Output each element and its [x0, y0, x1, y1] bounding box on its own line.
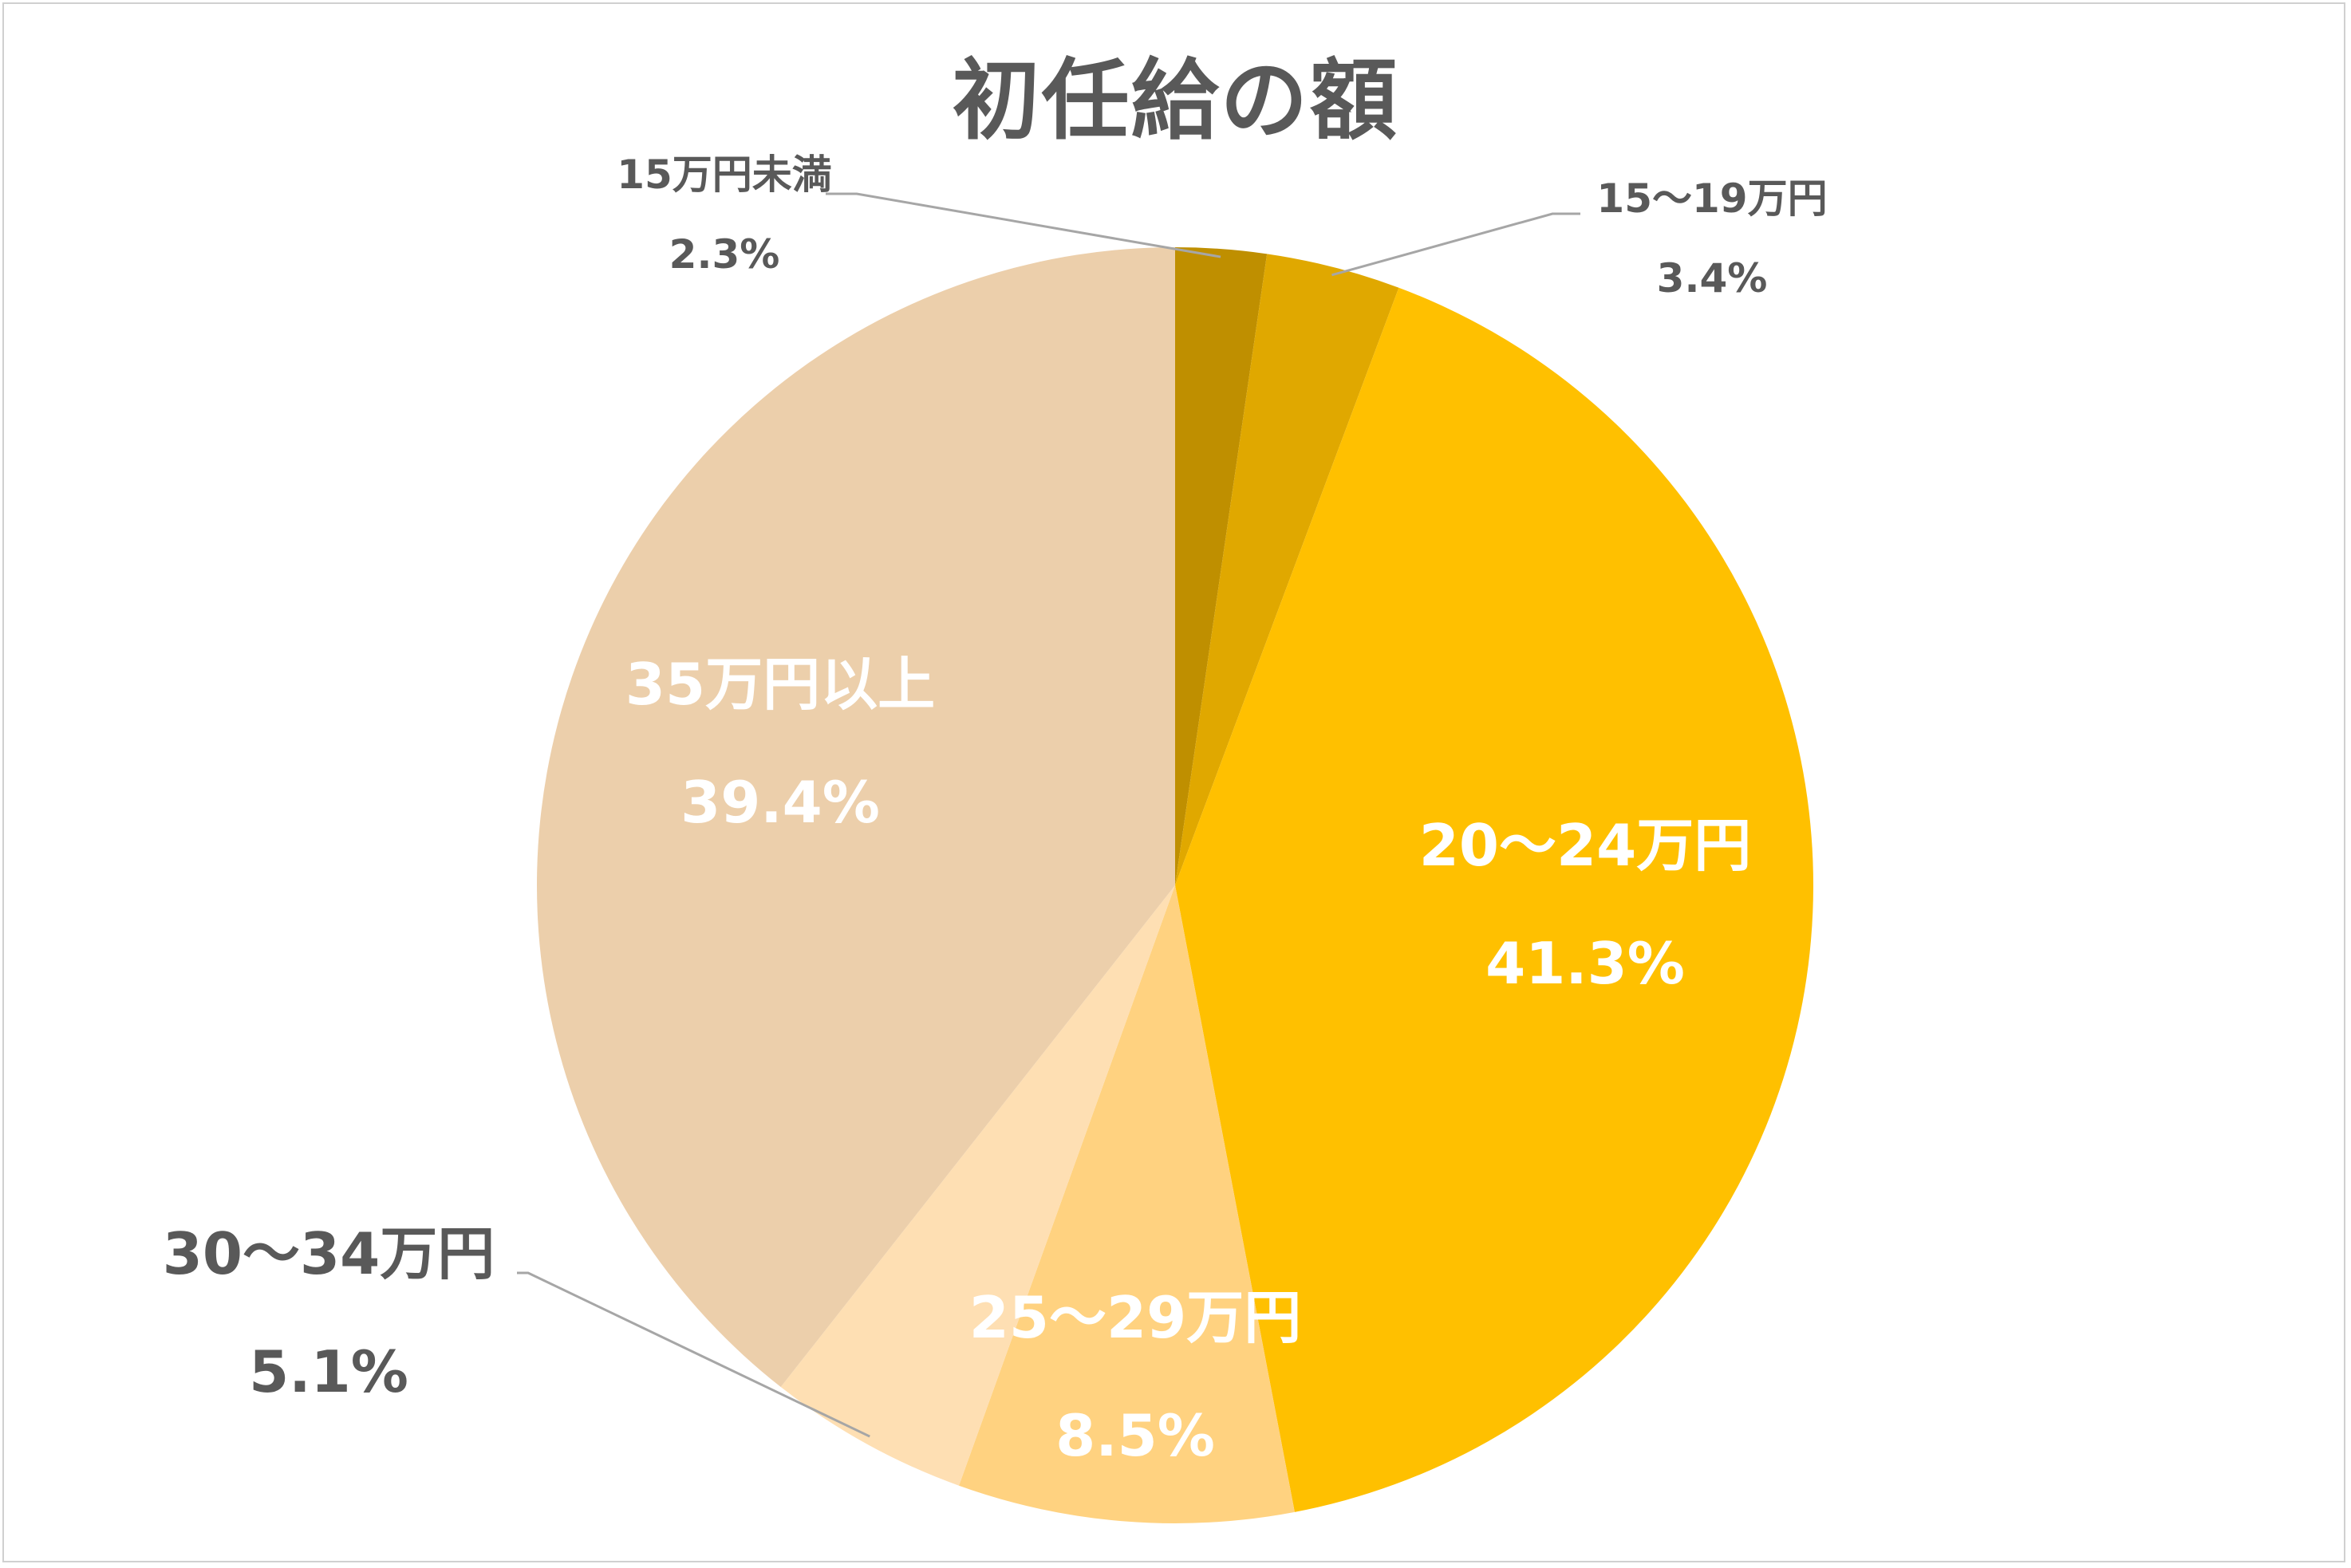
pie-slice-3: [959, 885, 1295, 1523]
chart-title: 初任給の額: [952, 49, 1399, 152]
slice-label-2: 20〜24万円 41.3%: [1419, 817, 1751, 992]
slice-percent-2: 41.3%: [1485, 930, 1685, 997]
leader-line-1: [1331, 212, 1580, 277]
slice-label-5: 35万円以上 39.4%: [625, 656, 935, 831]
slice-category-0: 15万円未満: [617, 152, 832, 198]
slice-category-3: 25〜29万円: [968, 1284, 1302, 1351]
slice-label-3: 25〜29万円 8.5%: [969, 1289, 1301, 1464]
pie-slice-1: [1175, 254, 1399, 885]
slice-percent-4: 5.1%: [249, 1338, 408, 1405]
leader-lines: [517, 192, 1580, 1438]
slice-label-1: 15〜19万円 3.4%: [1596, 179, 1827, 298]
slice-category-1: 15〜19万円: [1596, 175, 1828, 222]
slice-percent-0: 2.3%: [669, 231, 780, 278]
slice-category-5: 35万円以上: [625, 651, 936, 718]
slice-category-2: 20〜24万円: [1418, 812, 1752, 879]
slice-label-4: 30〜34万円 5.1%: [163, 1225, 495, 1401]
pie-slice-0: [1175, 247, 1268, 885]
slice-category-4: 30〜34万円: [162, 1220, 495, 1287]
pie-slice-4: [780, 885, 1175, 1486]
slice-percent-1: 3.4%: [1656, 255, 1768, 301]
pie-slice-2: [1175, 287, 1813, 1512]
leader-line-0: [826, 192, 1221, 258]
leader-line-4: [517, 1271, 870, 1438]
pie-slice-5: [537, 247, 1175, 1388]
pie-slices: [537, 247, 1813, 1523]
slice-label-0: 15万円未満 2.3%: [617, 155, 832, 274]
slice-percent-5: 39.4%: [680, 769, 880, 836]
slice-percent-3: 8.5%: [1055, 1402, 1215, 1469]
